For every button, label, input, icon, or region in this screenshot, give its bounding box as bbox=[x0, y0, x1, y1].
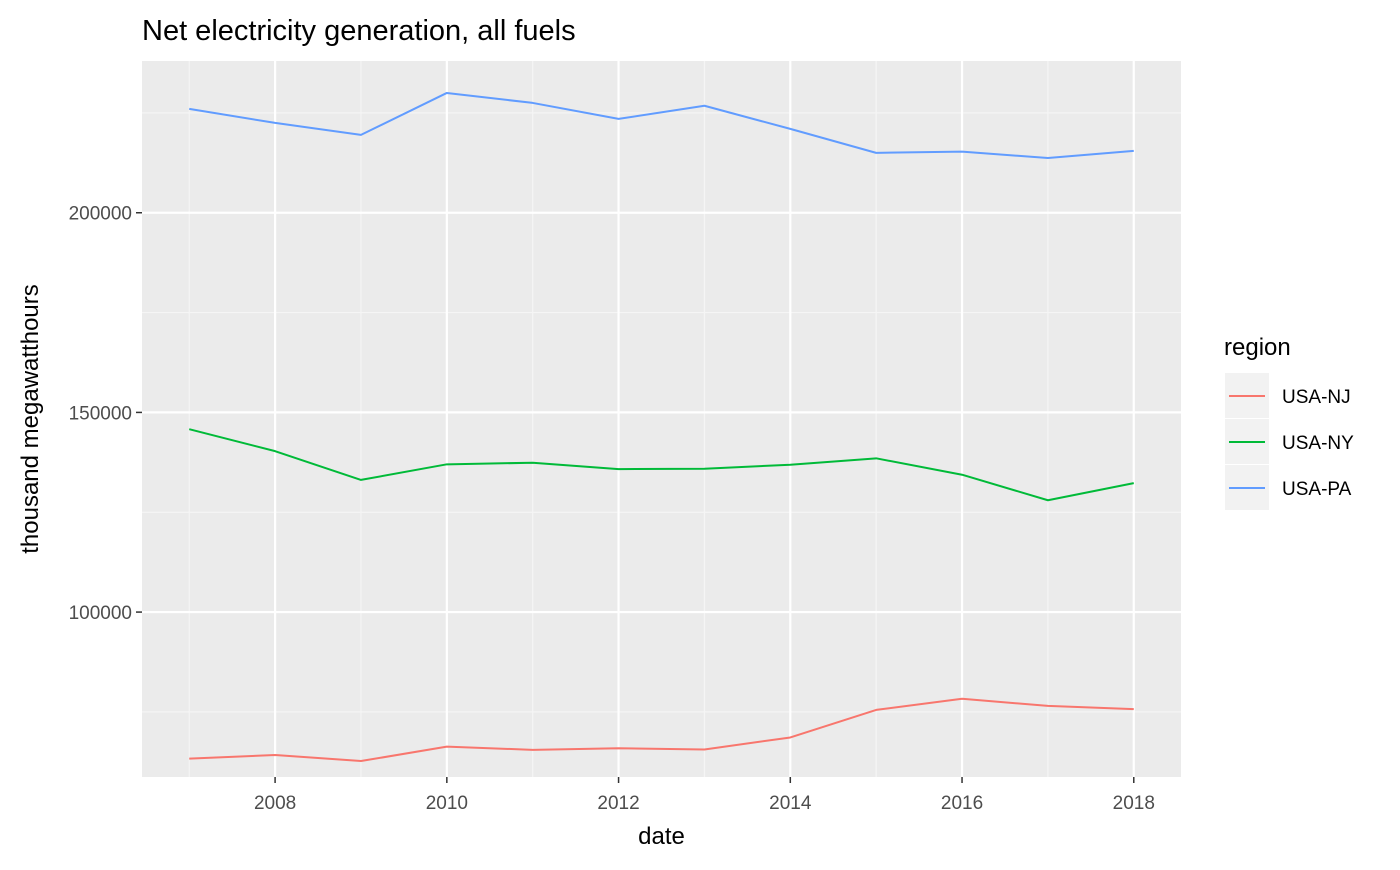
y-axis-ticks: 100000 150000 200000 bbox=[69, 204, 142, 624]
x-tick-label: 2018 bbox=[1113, 793, 1155, 814]
series-lines bbox=[188, 91, 1134, 763]
series-line-usa-pa bbox=[189, 91, 1134, 160]
legend: region USA-NJ USA-NY USA-PA bbox=[1224, 334, 1354, 510]
legend-label-usa-nj: USA-NJ bbox=[1282, 387, 1351, 408]
x-axis-ticks: 2008 2010 2012 2014 2016 2018 bbox=[254, 777, 1155, 814]
legend-label-usa-pa: USA-PA bbox=[1282, 479, 1352, 500]
chart-title: Net electricity generation, all fuels bbox=[142, 15, 576, 47]
series-line-usa-nj bbox=[189, 697, 1134, 763]
y-tick-label: 100000 bbox=[69, 603, 132, 624]
x-tick-label: 2010 bbox=[426, 793, 468, 814]
y-tick-label: 150000 bbox=[69, 403, 132, 424]
minor-gridlines bbox=[142, 61, 1181, 777]
legend-title: region bbox=[1224, 334, 1291, 361]
plot-panel bbox=[142, 61, 1181, 777]
x-tick-label: 2014 bbox=[769, 793, 812, 814]
legend-items: USA-NJ USA-NY USA-PA bbox=[1225, 373, 1354, 510]
major-gridlines bbox=[142, 61, 1181, 777]
x-tick-label: 2016 bbox=[941, 793, 983, 814]
legend-label-usa-ny: USA-NY bbox=[1282, 433, 1354, 454]
series-line-usa-ny bbox=[188, 428, 1134, 502]
y-tick-label: 200000 bbox=[69, 204, 132, 225]
x-axis-title: date bbox=[638, 823, 685, 850]
y-axis-title: thousand megawatthours bbox=[17, 284, 44, 554]
x-tick-label: 2012 bbox=[597, 793, 639, 814]
x-tick-label: 2008 bbox=[254, 793, 296, 814]
